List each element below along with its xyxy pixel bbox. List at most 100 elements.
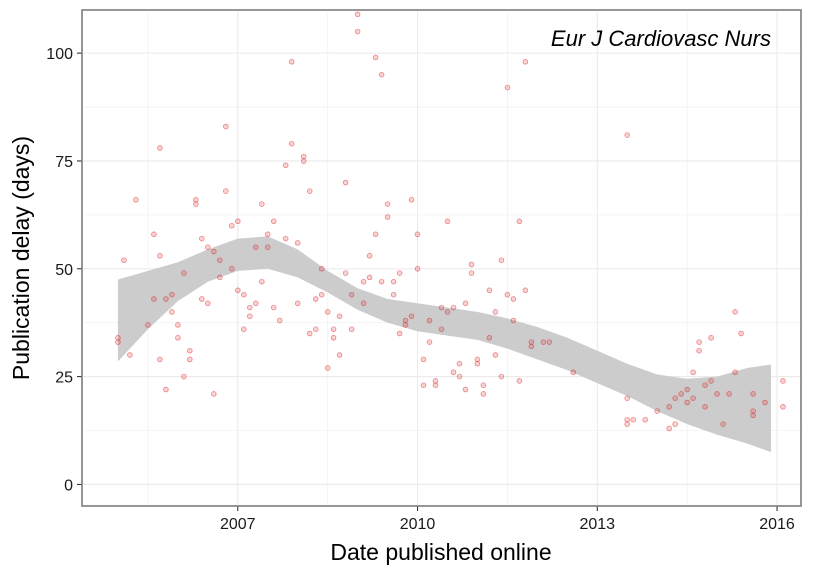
data-point bbox=[121, 257, 127, 263]
data-point bbox=[726, 391, 732, 397]
data-point bbox=[336, 352, 343, 358]
data-point bbox=[300, 158, 307, 164]
data-point bbox=[666, 404, 672, 410]
data-point bbox=[450, 304, 457, 311]
data-point bbox=[522, 287, 529, 294]
data-point bbox=[570, 369, 577, 376]
data-point bbox=[462, 386, 469, 393]
data-point bbox=[690, 369, 696, 376]
data-point bbox=[324, 365, 331, 371]
data-point bbox=[372, 231, 379, 238]
data-point bbox=[264, 231, 271, 238]
points-layer bbox=[115, 11, 786, 432]
data-point bbox=[654, 408, 660, 414]
data-point bbox=[288, 140, 295, 147]
data-point bbox=[732, 309, 738, 315]
data-point bbox=[444, 309, 451, 315]
data-point bbox=[384, 214, 391, 220]
data-point bbox=[282, 235, 289, 242]
data-point bbox=[199, 296, 205, 302]
data-point bbox=[486, 335, 493, 341]
data-point bbox=[510, 317, 517, 324]
data-point bbox=[624, 416, 630, 423]
data-point bbox=[414, 266, 421, 272]
data-point bbox=[738, 330, 744, 337]
data-point bbox=[456, 373, 463, 380]
data-point bbox=[714, 391, 720, 397]
data-point bbox=[193, 197, 199, 203]
data-point bbox=[205, 244, 211, 250]
data-point bbox=[223, 123, 229, 130]
data-point bbox=[780, 378, 786, 384]
data-point bbox=[504, 291, 511, 298]
data-point bbox=[432, 378, 439, 384]
data-point bbox=[438, 326, 445, 332]
data-point bbox=[217, 257, 223, 263]
data-point bbox=[115, 335, 121, 341]
data-point bbox=[468, 261, 475, 268]
data-point bbox=[528, 343, 535, 350]
data-point bbox=[247, 304, 253, 311]
data-point bbox=[678, 391, 684, 397]
data-point bbox=[480, 382, 487, 388]
data-point bbox=[378, 71, 385, 78]
data-point bbox=[462, 300, 469, 307]
data-point bbox=[486, 287, 493, 294]
x-axis-title: Date published online bbox=[330, 539, 551, 565]
data-point bbox=[708, 378, 714, 384]
x-tick-label: 2007 bbox=[220, 516, 256, 533]
data-point bbox=[241, 291, 247, 298]
data-point bbox=[205, 300, 211, 307]
data-point bbox=[175, 322, 181, 328]
data-point bbox=[259, 278, 265, 285]
x-tick-label: 2013 bbox=[579, 516, 615, 533]
data-point bbox=[127, 352, 133, 358]
data-point bbox=[450, 369, 457, 376]
data-point bbox=[384, 201, 391, 207]
data-point bbox=[193, 201, 199, 207]
data-point bbox=[630, 416, 636, 423]
data-point bbox=[762, 399, 768, 406]
data-point bbox=[516, 378, 523, 384]
data-point bbox=[750, 412, 756, 419]
data-point bbox=[492, 352, 499, 358]
data-point bbox=[444, 218, 451, 225]
data-point bbox=[229, 222, 235, 229]
data-point bbox=[408, 197, 415, 203]
data-point bbox=[420, 382, 427, 388]
data-point bbox=[318, 291, 325, 298]
y-tick-label: 75 bbox=[55, 154, 73, 171]
data-point bbox=[312, 296, 319, 302]
data-point bbox=[181, 270, 187, 276]
data-point bbox=[253, 300, 259, 307]
data-point bbox=[312, 326, 319, 332]
data-point bbox=[211, 391, 217, 397]
data-point bbox=[229, 266, 235, 272]
data-point bbox=[672, 421, 678, 427]
data-point bbox=[540, 339, 547, 345]
data-point bbox=[235, 287, 241, 294]
data-point bbox=[426, 317, 433, 324]
data-point bbox=[151, 296, 157, 302]
data-point bbox=[720, 421, 726, 427]
data-point bbox=[163, 386, 169, 393]
data-point bbox=[324, 309, 331, 315]
data-point bbox=[696, 339, 702, 345]
data-point bbox=[259, 201, 265, 207]
axis-ticks: 2007 2010 2013 2016 0 25 50 75 100 bbox=[46, 46, 795, 533]
data-point bbox=[235, 218, 241, 225]
data-point bbox=[408, 313, 415, 319]
data-point bbox=[366, 253, 373, 259]
data-point bbox=[498, 257, 505, 263]
y-tick-label: 25 bbox=[55, 370, 73, 387]
y-axis-title: Publication delay (days) bbox=[8, 136, 34, 380]
data-point bbox=[432, 382, 439, 388]
data-point bbox=[516, 218, 523, 225]
data-point bbox=[157, 356, 163, 363]
data-point bbox=[474, 356, 481, 363]
data-point bbox=[169, 309, 175, 315]
data-point bbox=[270, 304, 277, 311]
data-point bbox=[708, 335, 714, 341]
